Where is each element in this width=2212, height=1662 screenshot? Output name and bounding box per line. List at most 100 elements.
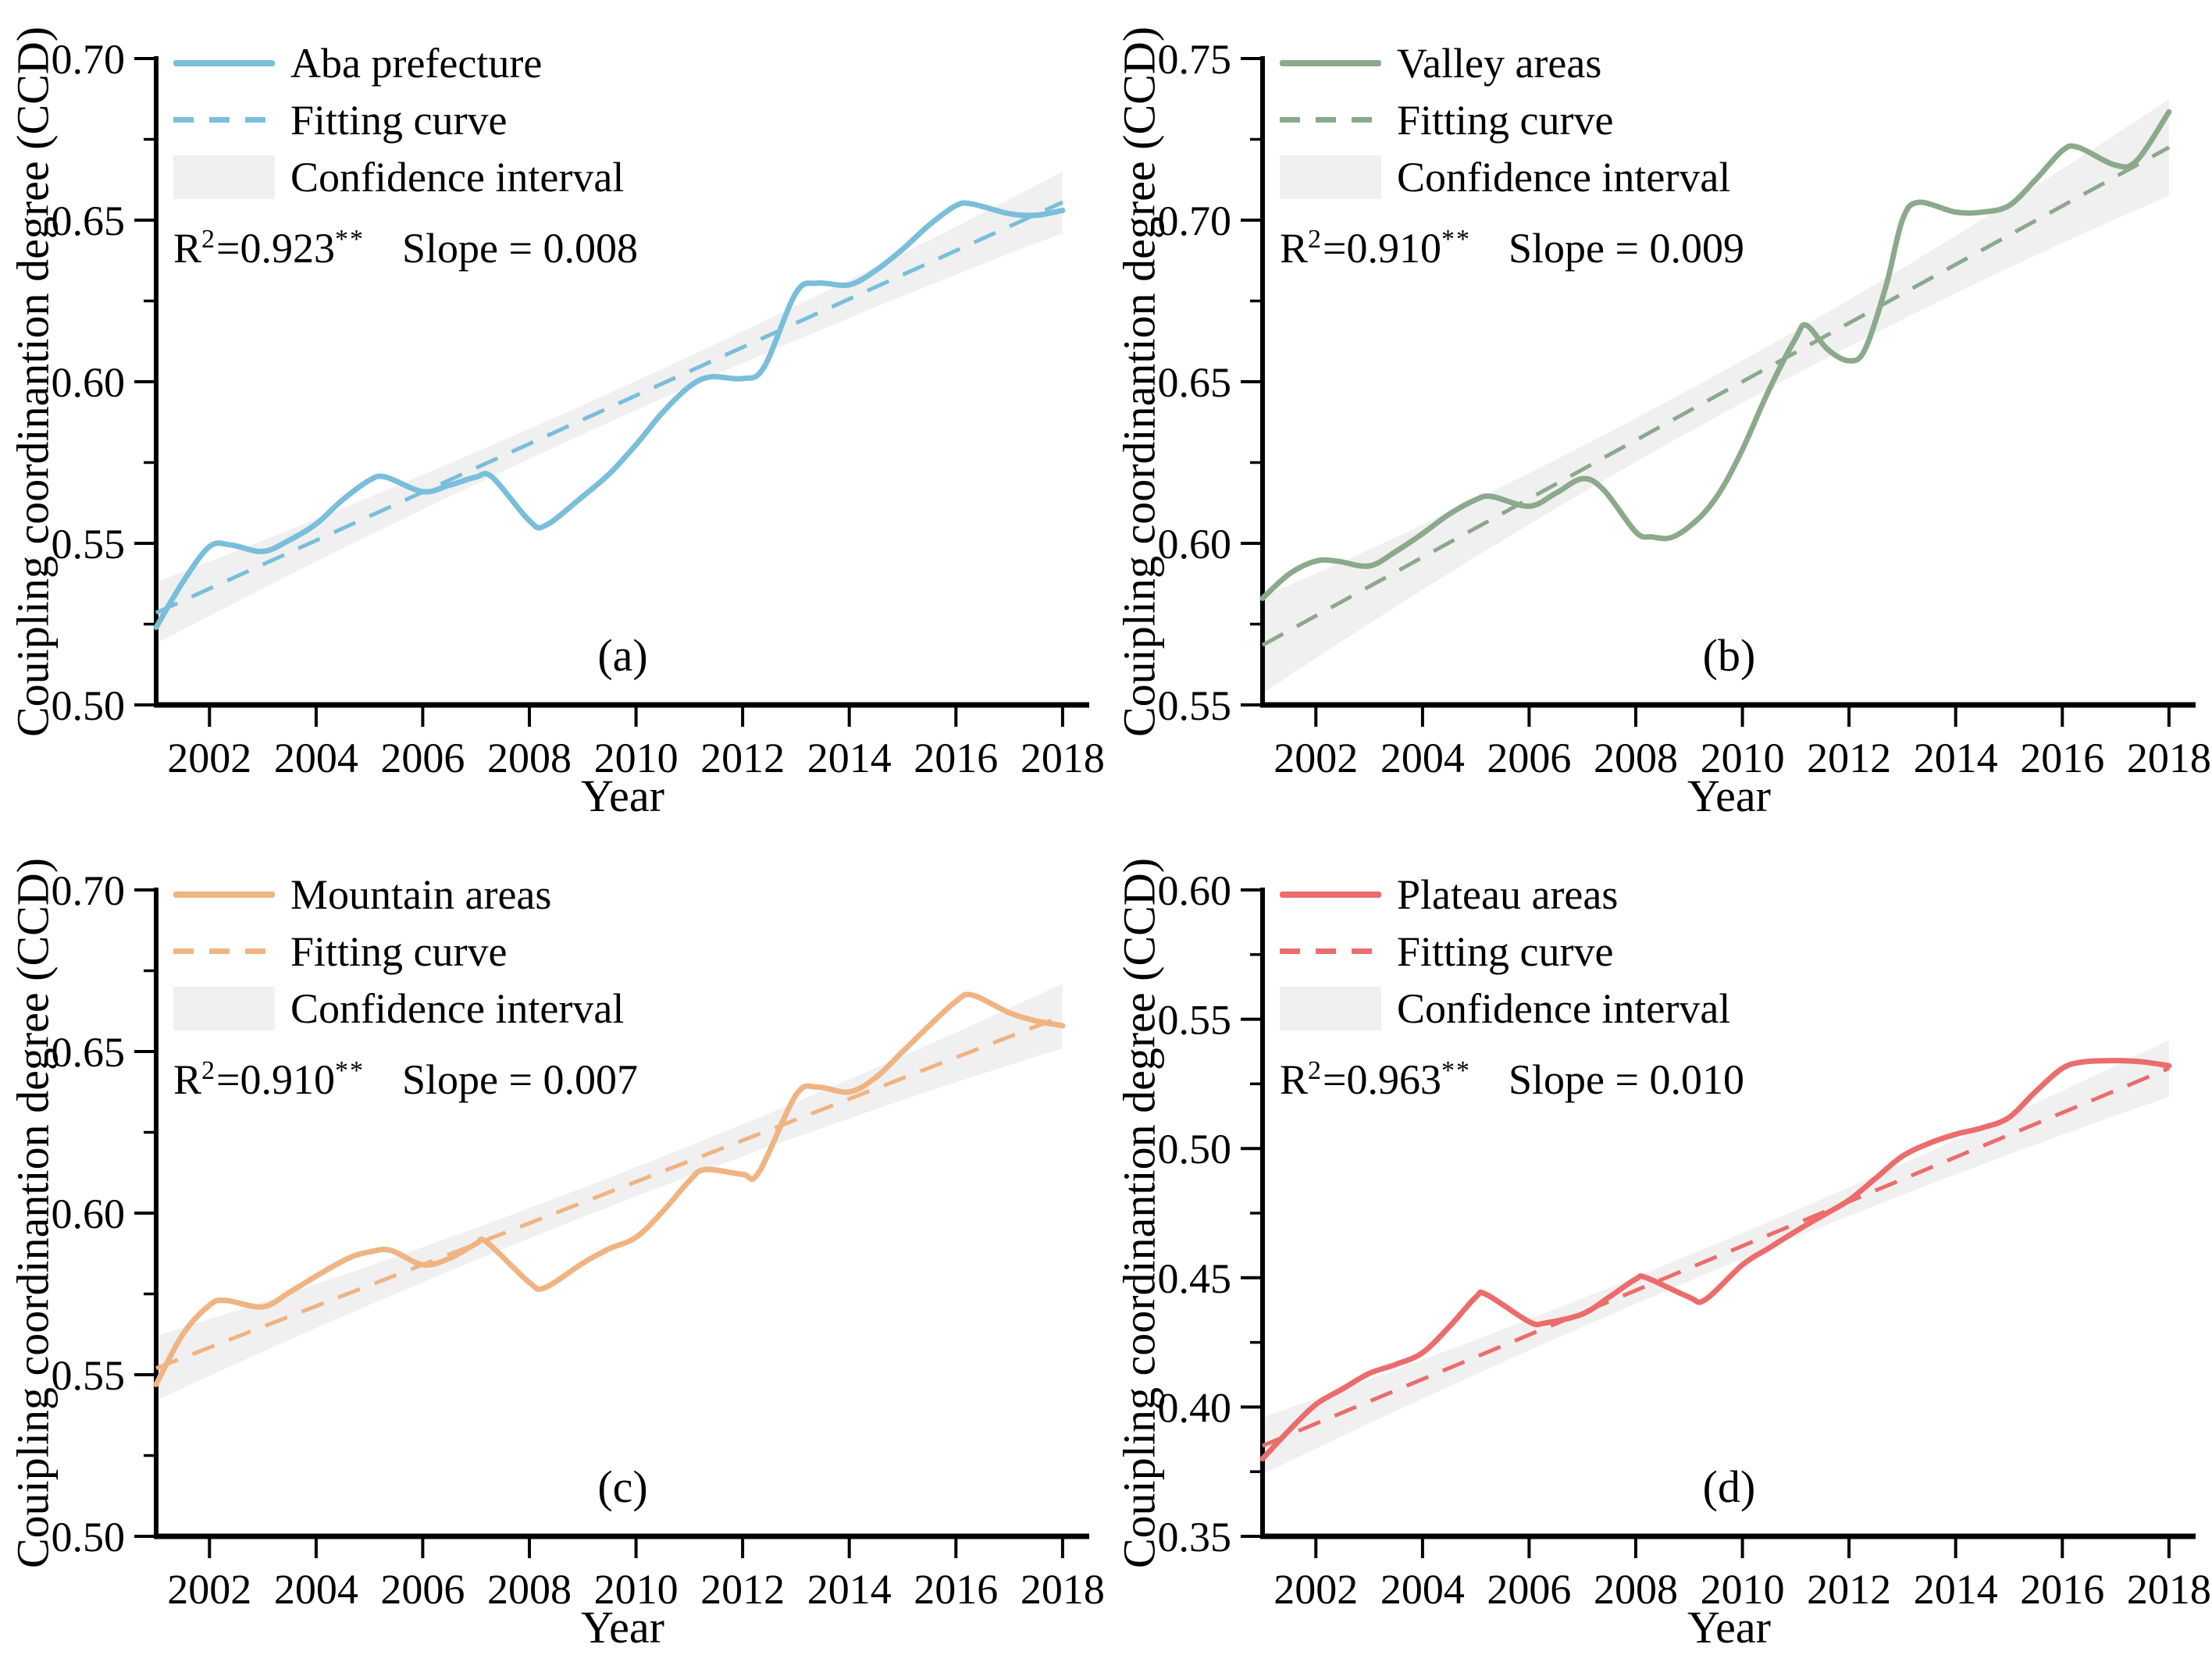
svg-text:2002: 2002	[167, 735, 251, 781]
svg-text:2016: 2016	[914, 735, 998, 781]
r2-exponent: 2	[201, 225, 217, 254]
svg-text:2004: 2004	[1380, 1566, 1465, 1613]
svg-text:2002: 2002	[167, 1566, 251, 1613]
svg-text:2014: 2014	[807, 735, 892, 781]
svg-text:2008: 2008	[1594, 735, 1678, 781]
legend-label-series: Valley areas	[1397, 39, 1602, 87]
slope-text: Slope = 0.007	[402, 1056, 638, 1103]
legend-label-series: Plateau areas	[1397, 870, 1619, 918]
svg-text:2004: 2004	[1380, 735, 1465, 781]
legend-label-ci: Confidence interval	[290, 984, 625, 1032]
slope-text: Slope = 0.009	[1509, 225, 1744, 272]
svg-text:0.45: 0.45	[1158, 1255, 1232, 1302]
r2-exponent: 2	[1308, 1056, 1323, 1085]
fitting-curve-swatch	[173, 117, 275, 123]
legend-item-series: Mountain areas	[173, 866, 624, 923]
svg-text:0.65: 0.65	[1158, 359, 1232, 406]
svg-text:2006: 2006	[380, 735, 465, 781]
legend: Aba prefecture Fitting curve Confidence …	[173, 34, 624, 205]
svg-text:2018: 2018	[1021, 1566, 1105, 1613]
legend-label-fit: Fitting curve	[1397, 96, 1614, 144]
svg-text:2014: 2014	[807, 1566, 892, 1613]
x-axis-title: Year	[581, 770, 664, 821]
r2-base: R	[1280, 225, 1309, 272]
svg-text:0.70: 0.70	[1158, 198, 1232, 244]
svg-text:2018: 2018	[1021, 735, 1105, 781]
svg-text:2006: 2006	[380, 1566, 465, 1613]
legend: Mountain areas Fitting curve Confidence …	[173, 866, 624, 1037]
legend-item-fit: Fitting curve	[173, 923, 624, 980]
r2-value: =0.910	[1323, 225, 1441, 272]
legend: Valley areas Fitting curve Confidence in…	[1280, 34, 1730, 205]
x-axis-title: Year	[1687, 1602, 1771, 1653]
legend-label-ci: Confidence interval	[1397, 153, 1731, 201]
x-axis-title: Year	[1687, 770, 1771, 821]
svg-text:2012: 2012	[700, 735, 785, 781]
svg-text:0.60: 0.60	[52, 1190, 126, 1237]
chart-canvas: 0.55 0.60 0.65 0.70 0.75 2002 2004 2006 2008 2010…	[1158, 36, 2211, 781]
slope-text: Slope = 0.010	[1509, 1056, 1744, 1103]
r2-base: R	[173, 1056, 202, 1103]
svg-text:2010: 2010	[1701, 1566, 1785, 1613]
legend-item-fit: Fitting curve	[1280, 923, 1730, 980]
r2-value: =0.910	[216, 1056, 335, 1103]
chart-panel-d: 0.35 0.40 0.45 0.50 0.55 0.60 2002 2004 2006 2008…	[1106, 831, 2212, 1662]
svg-text:0.70: 0.70	[52, 36, 126, 83]
legend-item-series: Valley areas	[1280, 34, 1730, 91]
svg-text:2014: 2014	[1914, 1566, 1998, 1613]
svg-text:0.65: 0.65	[52, 198, 126, 244]
legend-label-fit: Fitting curve	[290, 96, 508, 144]
panel-label: (c)	[597, 1461, 648, 1512]
significance-stars: **	[1441, 1056, 1471, 1085]
r2-exponent: 2	[201, 1056, 217, 1085]
legend-label-ci: Confidence interval	[290, 153, 625, 201]
r2-value: =0.963	[1323, 1056, 1441, 1103]
svg-text:2010: 2010	[594, 1566, 679, 1613]
legend: Plateau areas Fitting curve Confidence i…	[1280, 866, 1730, 1037]
svg-text:2018: 2018	[2127, 1566, 2211, 1613]
stats-text: R2=0.910** Slope = 0.009	[1280, 224, 1744, 272]
legend-label-fit: Fitting curve	[1397, 927, 1614, 975]
fitting-curve-swatch	[1280, 948, 1381, 954]
fitting-curve-swatch	[173, 948, 275, 954]
svg-text:2002: 2002	[1273, 1566, 1358, 1613]
chart-panel-c: 0.50 0.55 0.60 0.65 0.70 2002 2004 2006 2008 2010…	[0, 831, 1106, 1662]
legend-item-ci: Confidence interval	[173, 980, 624, 1037]
legend-item-ci: Confidence interval	[1280, 148, 1730, 205]
svg-text:0.50: 0.50	[52, 1514, 126, 1561]
svg-text:2010: 2010	[1701, 735, 1785, 781]
svg-text:0.55: 0.55	[1158, 682, 1232, 729]
svg-text:0.75: 0.75	[1158, 36, 1232, 83]
y-axis-title: Couipling coordinantion degree (CCD)	[1113, 857, 1165, 1569]
panel-label: (a)	[597, 630, 648, 681]
chart-canvas: 0.35 0.40 0.45 0.50 0.55 0.60 2002 2004 2006 2008…	[1158, 867, 2211, 1613]
svg-text:2016: 2016	[2020, 735, 2104, 781]
stats-text: R2=0.910** Slope = 0.007	[173, 1055, 638, 1104]
x-axis-title: Year	[581, 1602, 664, 1653]
svg-text:0.50: 0.50	[1158, 1126, 1232, 1173]
y-axis-title: Couipling coordinantion degree (CCD)	[7, 26, 59, 738]
svg-text:2018: 2018	[2127, 735, 2211, 781]
confidence-interval-swatch	[1280, 986, 1381, 1030]
svg-text:0.60: 0.60	[1158, 521, 1232, 568]
significance-stars: **	[335, 1056, 365, 1085]
svg-text:2004: 2004	[274, 1566, 358, 1613]
series-line-swatch	[1280, 59, 1381, 66]
svg-text:2006: 2006	[1487, 735, 1571, 781]
legend-item-ci: Confidence interval	[1280, 980, 1730, 1037]
panel-label: (b)	[1702, 630, 1756, 681]
stats-text: R2=0.963** Slope = 0.010	[1280, 1055, 1744, 1104]
svg-text:2010: 2010	[594, 735, 679, 781]
legend-item-fit: Fitting curve	[1280, 91, 1730, 148]
confidence-interval-swatch	[1280, 155, 1381, 199]
svg-text:2004: 2004	[274, 735, 358, 781]
legend-label-series: Aba prefecture	[290, 39, 543, 87]
r2-base: R	[173, 225, 202, 272]
r2-value: =0.923	[216, 225, 335, 272]
chart-canvas: 0.50 0.55 0.60 0.65 0.70 2002 2004 2006 2008 2010…	[52, 36, 1105, 781]
legend-item-fit: Fitting curve	[173, 91, 624, 148]
y-axis-title: Couipling coordinantion degree (CCD)	[1113, 26, 1165, 738]
r2-exponent: 2	[1308, 225, 1323, 254]
svg-text:2008: 2008	[487, 1566, 572, 1613]
